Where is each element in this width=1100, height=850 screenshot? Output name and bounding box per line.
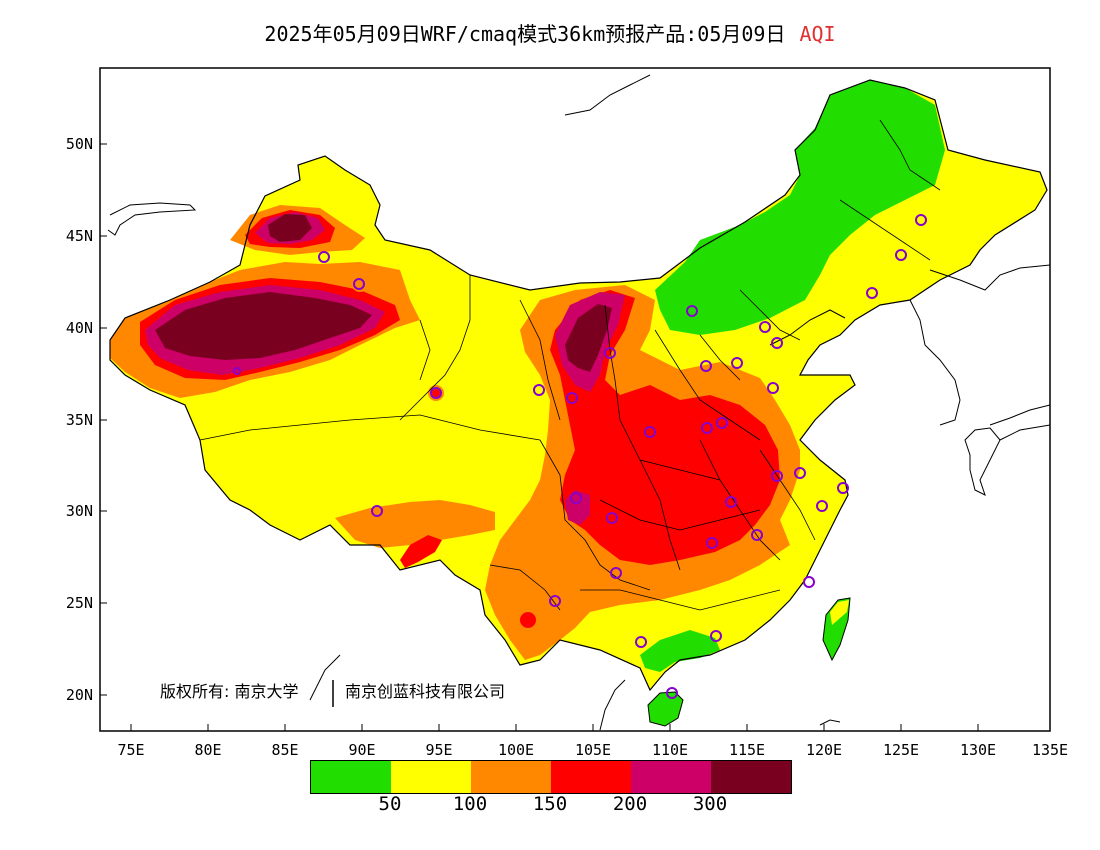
lon-tick-90e: 90E [348,741,375,759]
hainan-island [647,691,684,727]
legend-label-200: 200 [612,793,648,815]
copyright-text: 版权所有: 南京大学 [160,682,298,701]
lat-tick-25n: 25N [66,594,93,612]
lon-tick-95e: 95E [425,741,452,759]
legend-swatch-4 [631,761,711,793]
green-region-northeast [655,80,945,335]
lat-tick-30n: 30N [66,502,93,520]
map-title: 2025年05月09日WRF/cmaq模式36km预报产品:05月09日 AQI [0,18,1100,47]
lat-tick-50n: 50N [66,135,93,153]
lon-tick-80e: 80E [194,741,221,759]
title-variable: AQI [799,22,836,46]
china-border [109,79,1048,692]
lon-tick-75e: 75E [117,741,144,759]
province-boundaries [199,119,941,611]
lat-tick-20n: 20N [66,686,93,704]
orange-region-tibet [335,500,495,548]
lat-axis: 50N 45N 40N 35N 30N 25N 20N [66,135,107,704]
lon-tick-105e: 105E [575,741,611,759]
lon-tick-100e: 100E [498,741,534,759]
lon-tick-110e: 110E [652,741,688,759]
map-frame [99,67,1051,732]
maroon-region-dzungaria [268,214,312,242]
legend-label-50: 50 [378,793,402,815]
maroon-region-north [565,304,612,372]
red-region-central [550,290,780,565]
lon-tick-120e: 120E [806,741,842,759]
red-region-tibet-south [400,535,442,568]
green-region-south [640,630,720,672]
neighbor-coastlines [107,74,1050,731]
legend-swatch-2 [471,761,551,793]
lat-tick-35n: 35N [66,411,93,429]
lon-tick-85e: 85E [271,741,298,759]
legend-labels: 50 100 150 200 300 [0,793,1100,823]
legend-swatch-3 [551,761,631,793]
legend-label-100: 100 [452,793,488,815]
legend-label-300: 300 [692,793,728,815]
lon-tick-125e: 125E [883,741,919,759]
lat-tick-45n: 45N [66,227,93,245]
lon-tick-130e: 130E [960,741,996,759]
legend-label-150: 150 [532,793,568,815]
station-markers [233,214,927,699]
legend-swatch-0 [311,761,391,793]
maroon-region-taklamakan [155,292,372,360]
lon-tick-115e: 115E [729,741,765,759]
legend-swatch-5 [711,761,791,793]
title-main: 2025年05月09日WRF/cmaq模式36km预报产品:05月09日 [264,22,786,46]
lon-axis: 75E 80E 85E 90E 95E 100E 105E 110E 115E … [117,724,1068,759]
copyright-text-2: 南京创蓝科技有限公司 [345,682,505,701]
lon-tick-135e: 135E [1032,741,1068,759]
legend-swatch-1 [391,761,471,793]
color-legend [310,760,792,794]
lat-tick-40n: 40N [66,319,93,337]
